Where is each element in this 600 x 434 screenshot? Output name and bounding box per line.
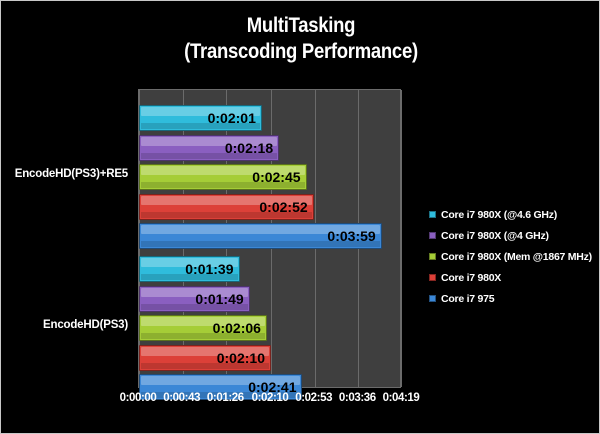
bar-value-label: 0:01:39: [185, 261, 234, 277]
bar-value-label: 0:02:18: [224, 139, 274, 156]
bar-group-item: 0:01:39: [139, 256, 240, 282]
x-tick-label: 0:00:43: [163, 392, 201, 404]
chart-legend: Core i7 980X (@4.6 GHz) Core i7 980X (@4 …: [429, 205, 597, 310]
bar-shadow: [141, 333, 265, 339]
legend-swatch-icon: [429, 211, 436, 219]
bar[interactable]: [139, 256, 240, 282]
bar-shadow: [141, 211, 312, 218]
x-tick-label: 0:02:10: [251, 392, 289, 404]
bar-highlight: [141, 195, 312, 205]
legend-label: Core i7 980X (@4.6 GHz): [441, 209, 557, 222]
bar-highlight: [141, 287, 248, 297]
bar-group-item: 0:02:01: [139, 105, 262, 131]
legend-item[interactable]: Core i7 980X (@4.6 GHz): [429, 205, 597, 226]
bar-group-item: 0:02:18: [139, 134, 280, 161]
bar-highlight: [141, 317, 265, 326]
x-axis-tick-labels: 0:00:00 0:00:43 0:01:26 0:02:10 0:02:53 0:03:…: [1, 392, 599, 412]
bar-shadow: [141, 123, 260, 129]
bar-value-label: 0:02:41: [248, 379, 297, 395]
legend-label: Core i7 980X: [441, 272, 502, 285]
x-tick-label: 0:01:26: [206, 392, 244, 404]
bar-highlight: [141, 258, 238, 267]
legend-item[interactable]: Core i7 980X (Mem @1867 MHz): [429, 247, 597, 268]
bar-highlight: [141, 136, 278, 146]
bar-group-item: 0:02:45: [139, 164, 307, 190]
bar-value-label: 0:03:59: [327, 228, 376, 244]
legend-item[interactable]: Core i7 975: [429, 289, 597, 310]
bar[interactable]: [139, 285, 250, 312]
bar-shadow: [141, 152, 278, 159]
bar[interactable]: [139, 164, 307, 190]
bar-value-label: 0:02:52: [259, 198, 308, 215]
bar-group-item: 0:02:06: [139, 315, 267, 341]
bar-highlight: [141, 107, 260, 116]
chart-subtitle: (Transcoding Performance): [184, 40, 418, 63]
plot-area: 0:02:01 0:02:18 0:02:45 0:02:52 0:03:59 0:01:…: [138, 89, 402, 400]
bar[interactable]: [139, 223, 382, 249]
x-tick-label: 0:03:36: [338, 392, 376, 404]
bar-group-item: 0:02:52: [139, 193, 314, 220]
bar-group-item: 0:02:41: [139, 374, 303, 400]
chart-title: MultiTasking (Transcoding Performance): [37, 13, 565, 65]
bar[interactable]: [139, 105, 262, 131]
bar-shadow: [141, 274, 238, 280]
category-label: EncodeHD(PS3)+RE5: [14, 168, 128, 180]
bar-highlight: [141, 376, 301, 385]
bar-highlight: [141, 346, 269, 356]
category-label: EncodeHD(PS3): [43, 319, 128, 331]
bar-value-label: 0:02:01: [207, 110, 256, 126]
bar-shadow: [141, 392, 301, 398]
bar-value-label: 0:02:06: [212, 320, 261, 336]
bar[interactable]: [139, 193, 314, 220]
legend-label: Core i7 980X (@4 GHz): [441, 230, 549, 243]
bar[interactable]: [139, 134, 280, 161]
legend-label: Core i7 975: [441, 293, 495, 306]
bar-group-item: 0:02:10: [139, 344, 271, 371]
bar-shadow: [141, 182, 305, 188]
legend-item[interactable]: Core i7 980X (@4 GHz): [429, 226, 597, 247]
bar-shadow: [141, 362, 269, 369]
bar-highlight: [141, 225, 380, 234]
bar-value-label: 0:01:49: [195, 290, 244, 307]
bar[interactable]: [139, 374, 303, 400]
legend-swatch-icon: [429, 274, 436, 282]
legend-swatch-icon: [429, 253, 436, 261]
x-tick-label: 0:00:00: [119, 392, 157, 404]
legend-swatch-icon: [429, 295, 436, 303]
legend-swatch-icon: [429, 232, 436, 240]
x-tick-label: 0:04:19: [382, 392, 420, 404]
chart-title-main: MultiTasking: [246, 14, 356, 37]
bar-shadow: [141, 303, 248, 310]
bar-shadow: [141, 241, 380, 247]
bar-group-item: 0:03:59: [139, 223, 382, 249]
bar-highlight: [141, 166, 305, 175]
x-tick-label: 0:02:53: [295, 392, 333, 404]
legend-item[interactable]: Core i7 980X: [429, 268, 597, 289]
bar[interactable]: [139, 315, 267, 341]
bar-value-label: 0:02:10: [216, 349, 265, 366]
bar-value-label: 0:02:45: [252, 169, 301, 185]
gridline: [401, 90, 402, 387]
bar-group-item: 0:01:49: [139, 285, 250, 312]
legend-label: Core i7 980X (Mem @1867 MHz): [441, 251, 592, 264]
bar[interactable]: [139, 344, 271, 371]
